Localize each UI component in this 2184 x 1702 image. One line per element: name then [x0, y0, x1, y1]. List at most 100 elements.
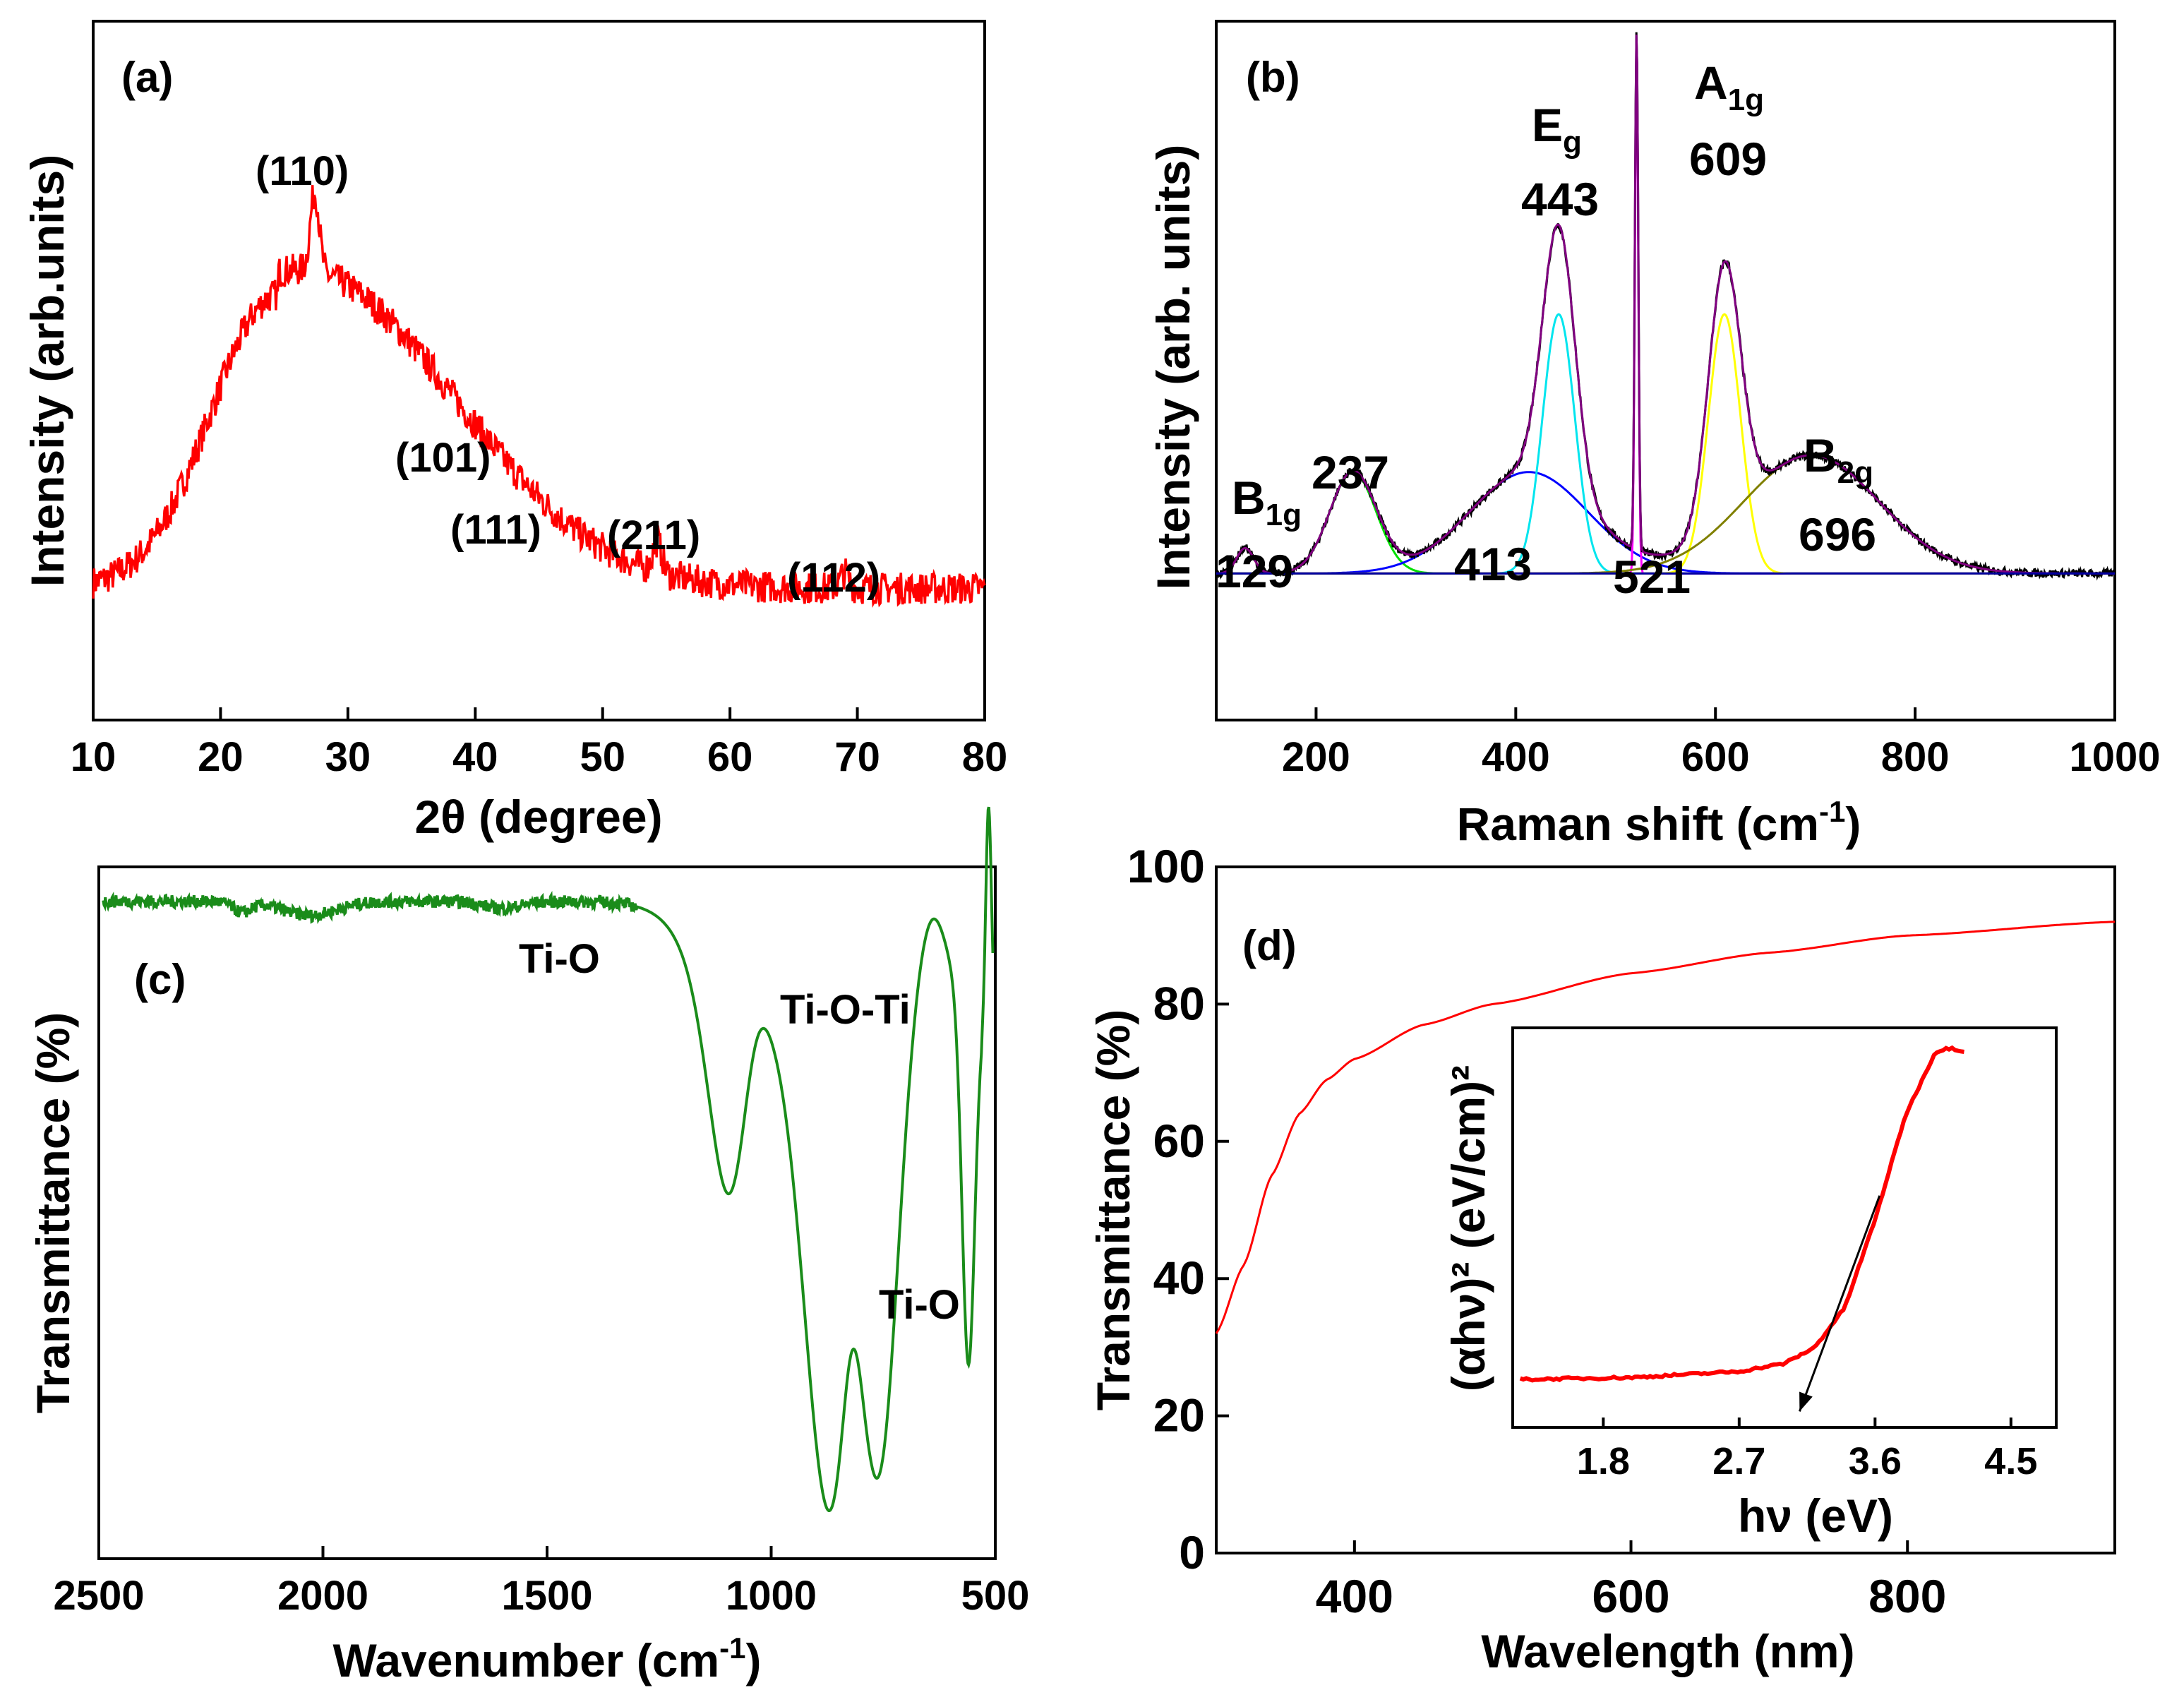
value-521: 521: [1613, 551, 1691, 603]
panel-d-x-axis-label: Wavelength (nm): [1481, 1625, 1854, 1677]
c-tick-label-1000: 1000: [726, 1573, 817, 1619]
tauc-inset: 1.8 2.7 3.6 4.5 hν (eV) (αhν)² (eV/cm)²: [1442, 1026, 2058, 1542]
mode-label-a1g: A1g: [1694, 56, 1764, 117]
c-tick-label-500: 500: [961, 1573, 1030, 1619]
panel-a: 10 20 30 40 50 60 70 80 (a) (110) (101) (111) (…: [21, 20, 1008, 843]
b-tick-label-800: 800: [1881, 734, 1950, 780]
panel-a-x-ticks: 10 20 30 40 50 60 70 80: [71, 707, 1008, 780]
raman-envelope-curve: [1216, 35, 2115, 575]
value-237: 237: [1312, 446, 1389, 498]
d-ytick-label-20: 20: [1153, 1389, 1205, 1442]
mode-b1g-sub: 1g: [1266, 498, 1302, 532]
c-tick-label-2000: 2000: [277, 1573, 368, 1619]
inset-x-axis-label: hν (eV): [1738, 1490, 1893, 1542]
fit-a1g-curve: [1216, 313, 2115, 575]
inset-y-axis-label: (αhν)² (eV/cm)²: [1442, 1065, 1494, 1391]
a-tick-label-70: 70: [834, 734, 880, 780]
panel-a-y-axis-label: Intensity (arb.units): [21, 155, 73, 587]
inset-frame: [1511, 1026, 2058, 1429]
peak-label-110: (110): [256, 148, 349, 194]
inset-tick-label-1.8: 1.8: [1577, 1440, 1630, 1482]
a-tick-label-60: 60: [707, 734, 753, 780]
a-tick-label-80: 80: [962, 734, 1008, 780]
panel-b-x-ticks: 200 400 600 800 1000: [1282, 707, 2161, 780]
d-ytick-label-80: 80: [1153, 977, 1205, 1029]
d-xtick-label-400: 400: [1316, 1570, 1393, 1622]
peak-label-112: (112): [787, 555, 880, 601]
mode-label-b1g: B1g: [1232, 472, 1302, 532]
peak-label-101: (101): [395, 435, 491, 481]
panel-d-frame: [1215, 865, 2116, 1554]
panel-d-y-axis-label: Transmittance (%): [1087, 1009, 1139, 1410]
mode-a1g-sub: 1g: [1728, 83, 1764, 117]
panel-b-x-axis-end: ): [1845, 798, 1861, 850]
a-tick-label-40: 40: [452, 734, 498, 780]
inset-tick-label-4.5: 4.5: [1984, 1440, 2037, 1482]
d-xtick-label-800: 800: [1868, 1570, 1946, 1622]
d-ytick-label-0: 0: [1179, 1526, 1205, 1578]
panel-b-frame: [1215, 20, 2116, 721]
band-label-ti-o-ti: Ti-O-Ti: [780, 987, 911, 1033]
mode-label-b2g: B2g: [1804, 429, 1873, 490]
a-tick-label-50: 50: [580, 734, 625, 780]
mode-eg-main: E: [1532, 99, 1563, 151]
b-tick-label-1000: 1000: [2069, 734, 2160, 780]
panel-a-frame: [92, 20, 986, 721]
a-tick-label-30: 30: [325, 734, 371, 780]
panel-d-label: (d): [1242, 922, 1297, 969]
peak-label-111: (111): [450, 507, 541, 553]
mode-label-eg: Eg: [1532, 99, 1582, 160]
b-tick-label-400: 400: [1482, 734, 1550, 780]
band-label-ti-o-right: Ti-O: [879, 1282, 960, 1328]
mode-b2g-main: B: [1804, 429, 1837, 481]
value-413: 413: [1454, 538, 1532, 590]
fit-eg-curve: [1216, 313, 2115, 575]
mode-b1g-main: B: [1232, 472, 1266, 524]
inset-tick-label-2.7: 2.7: [1712, 1440, 1765, 1482]
panel-b: 200 400 600 800 1000 (b) B1g 129 237 Eg 443 …: [1147, 20, 2161, 850]
d-ytick-label-100: 100: [1127, 840, 1205, 892]
value-443: 443: [1521, 173, 1599, 225]
value-609: 609: [1689, 133, 1767, 185]
b-tick-label-600: 600: [1681, 734, 1750, 780]
panel-c-x-axis-label: Wavenumber (cm-1): [332, 1631, 761, 1686]
inset-tick-label-3.6: 3.6: [1849, 1440, 1902, 1482]
panel-c-x-axis-sup: -1: [719, 1631, 745, 1665]
c-tick-label-1500: 1500: [501, 1573, 592, 1619]
a-tick-label-10: 10: [71, 734, 116, 780]
panel-d: 400 600 800 0 20 40 60 80 100 (d) Wavelength (nm…: [1087, 840, 2116, 1677]
panel-d-ticks: 400 600 800 0 20 40 60 80 100: [1127, 840, 1946, 1622]
panel-a-x-axis-label: 2θ (degree): [414, 791, 662, 843]
panel-a-label: (a): [121, 54, 173, 101]
panel-c-x-axis-text: Wavenumber (cm: [332, 1634, 719, 1686]
panel-c-label: (c): [134, 956, 186, 1003]
tangent-arrowhead: [1799, 1391, 1813, 1412]
xrd-curve: [92, 185, 986, 608]
panel-b-x-axis-label: Raman shift (cm-1): [1457, 795, 1861, 850]
value-696: 696: [1799, 508, 1876, 561]
mode-eg-sub: g: [1563, 125, 1582, 160]
panel-b-x-axis-text: Raman shift (cm: [1457, 798, 1819, 850]
panel-c-x-axis-end: ): [746, 1634, 762, 1686]
mode-a1g-main: A: [1694, 56, 1728, 109]
c-tick-label-2500: 2500: [53, 1573, 144, 1619]
panel-b-x-axis-sup: -1: [1819, 795, 1845, 828]
panel-c-x-ticks: 2500 2000 1500 1000 500: [53, 1546, 1029, 1619]
tauc-tangent-line: [1798, 1195, 1881, 1412]
value-129: 129: [1216, 545, 1293, 597]
panel-c: 2500 2000 1500 1000 500 (c) Ti-O Ti-O-Ti Ti-…: [27, 806, 1029, 1686]
ftir-curve: [102, 806, 995, 1512]
panel-c-y-axis-label: Transmittance (%): [27, 1012, 79, 1413]
uv-transmittance-curve: [1215, 921, 2116, 1334]
d-ytick-label-60: 60: [1153, 1115, 1205, 1167]
peak-label-211: (211): [607, 513, 700, 558]
band-label-ti-o-left: Ti-O: [519, 936, 600, 982]
b-tick-label-200: 200: [1282, 734, 1350, 780]
panel-b-y-axis-label: Intensity (arb. units): [1147, 145, 1199, 590]
a-tick-label-20: 20: [198, 734, 244, 780]
d-ytick-label-40: 40: [1153, 1252, 1205, 1304]
inset-x-ticks: 1.8 2.7 3.6 4.5: [1577, 1418, 2037, 1482]
mode-b2g-sub: 2g: [1837, 455, 1873, 490]
tauc-curve: [1519, 1045, 1964, 1383]
